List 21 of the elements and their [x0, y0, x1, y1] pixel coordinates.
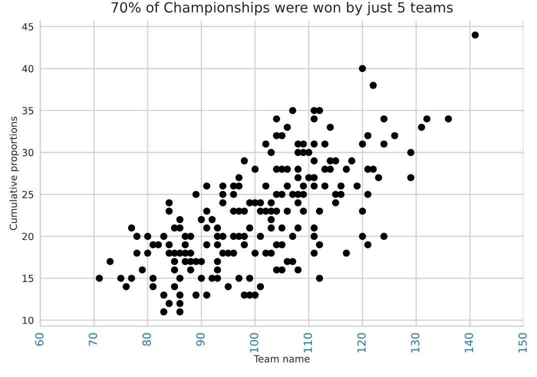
y-axis-title: Cumulative proportions — [9, 116, 19, 230]
y-tick-label: 30 — [22, 148, 34, 156]
x-tick-label: 80 — [142, 333, 151, 346]
x-axis-title: Team name — [254, 355, 310, 362]
x-tick-label: 100 — [250, 333, 258, 352]
chart-title: 70% of Championships were won by just 5 teams — [112, 2, 453, 16]
x-tick-label: 140 — [464, 333, 474, 352]
x-tick-label: 110 — [304, 333, 312, 352]
x-tick-label: 60 — [35, 333, 44, 346]
y-tick-label: 10 — [22, 316, 34, 324]
x-tick-label: 120 — [357, 333, 366, 352]
x-tick-label: 150 — [518, 333, 527, 352]
x-tick-label: 70 — [88, 333, 98, 346]
y-tick-label: 20 — [22, 232, 34, 240]
y-tick-label: 40 — [22, 65, 34, 72]
y-tick-label: 35 — [22, 106, 34, 114]
y-tick-label: 45 — [22, 23, 34, 30]
x-tick-label: 130 — [410, 333, 420, 352]
y-tick-label: 25 — [22, 190, 34, 198]
y-tick-label: 15 — [22, 274, 34, 282]
x-tick-label: 90 — [196, 333, 205, 346]
